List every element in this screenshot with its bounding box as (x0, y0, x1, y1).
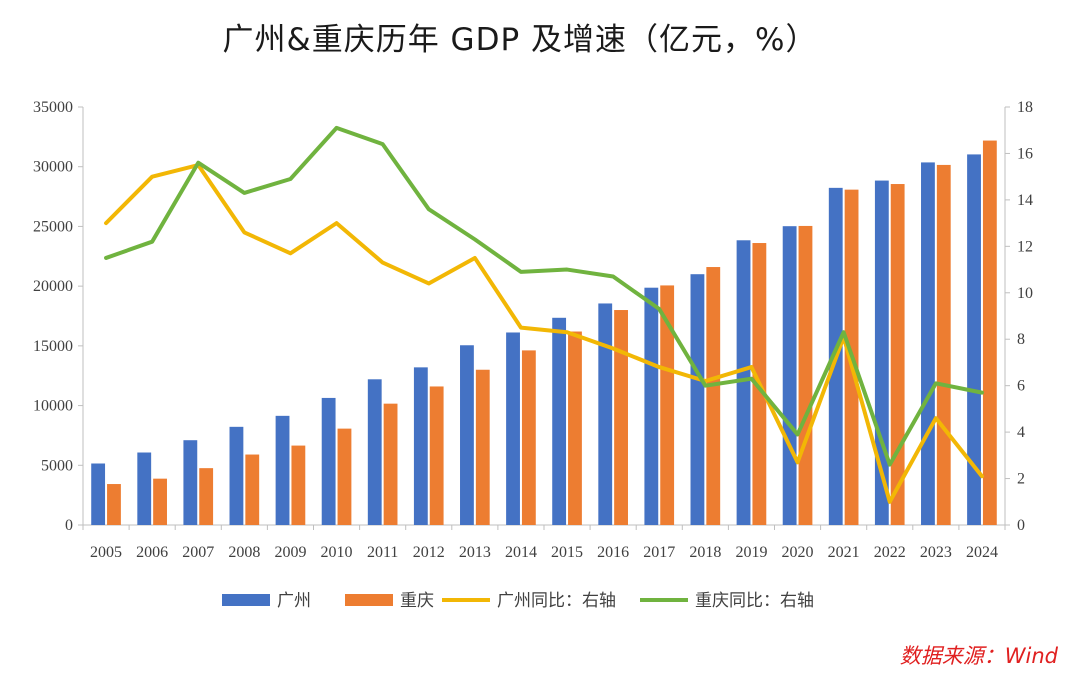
chart-title: 广州&重庆历年 GDP 及增速（亿元，%） (222, 22, 818, 58)
line-chongqing-yoy (104, 125, 984, 467)
left-tick-label: 0 (65, 517, 73, 534)
bar-chongqing (936, 164, 951, 525)
bar-guangzhou (690, 274, 705, 525)
legend-guangzhou-label: 广州 (277, 591, 311, 611)
bar-guangzhou (321, 397, 336, 525)
bar-chongqing (706, 267, 721, 525)
legend-chongqing-label: 重庆 (400, 591, 434, 611)
x-tick-label: 2021 (828, 544, 860, 561)
left-tick-label: 30000 (33, 159, 73, 176)
bar-chongqing (199, 468, 214, 525)
x-tick-label: 2014 (505, 544, 537, 561)
lines (104, 125, 984, 504)
x-tick-label: 2022 (874, 544, 906, 561)
right-tick-label: 8 (1017, 331, 1025, 348)
right-tick-label: 14 (1017, 192, 1033, 209)
left-tick-label: 10000 (33, 398, 73, 415)
right-tick-label: 12 (1017, 238, 1033, 255)
right-tick-label: 16 (1017, 145, 1033, 162)
source-note: 数据来源：Wind (899, 644, 1058, 668)
bar-chongqing (568, 331, 582, 525)
right-tick-label: 2 (1017, 471, 1025, 488)
x-tick-label: 2012 (413, 544, 445, 561)
bar-guangzhou (413, 367, 428, 525)
x-tick-label: 2019 (735, 544, 767, 561)
right-tick-label: 10 (1017, 285, 1033, 302)
bar-chongqing (660, 285, 675, 525)
bar-guangzhou (967, 154, 981, 525)
bar-chongqing (982, 140, 997, 525)
bar-chongqing (383, 403, 398, 525)
legend-chongqing-swatch (345, 594, 393, 606)
x-tick-label: 2023 (920, 544, 952, 561)
bar-chongqing (521, 350, 536, 525)
x-tick-label: 2011 (367, 544, 398, 561)
bars (91, 140, 997, 526)
left-tick-label: 25000 (33, 218, 73, 235)
x-tick-label: 2006 (136, 544, 168, 561)
bar-guangzhou (91, 463, 106, 525)
bar-chongqing (245, 454, 260, 525)
bar-chongqing (337, 428, 352, 525)
legend-guangzhou-yoy-label: 广州同比：右轴 (497, 591, 616, 611)
line-guangzhou-yoy (104, 163, 984, 504)
right-tick-label: 18 (1017, 99, 1033, 116)
left-tick-label: 15000 (33, 338, 73, 355)
x-tick-label: 2024 (966, 544, 998, 561)
bar-chongqing (614, 310, 628, 525)
x-tick-label: 2015 (551, 544, 583, 561)
bar-guangzhou (137, 452, 152, 525)
right-tick-label: 4 (1017, 424, 1025, 441)
left-tick-label: 35000 (33, 99, 73, 116)
bar-chongqing (475, 369, 490, 525)
bar-chongqing (798, 225, 813, 525)
right-tick-label: 6 (1017, 378, 1025, 395)
x-tick-label: 2018 (689, 544, 721, 561)
bar-guangzhou (644, 287, 659, 525)
x-tick-label: 2020 (782, 544, 814, 561)
bar-chongqing (890, 184, 905, 525)
bar-guangzhou (183, 440, 198, 525)
right-tick-label: 0 (1017, 517, 1025, 534)
legend-chongqing-yoy-label: 重庆同比：右轴 (695, 591, 814, 611)
x-tick-label: 2009 (274, 544, 306, 561)
bar-guangzhou (552, 317, 567, 525)
x-tick-label: 2016 (597, 544, 629, 561)
x-tick-label: 2017 (643, 544, 675, 561)
left-tick-label: 5000 (41, 457, 73, 474)
bar-chongqing (291, 445, 306, 525)
bar-guangzhou (229, 426, 244, 525)
legend: 广州 重庆 广州同比：右轴 重庆同比：右轴 (222, 591, 814, 611)
x-tick-label: 2008 (228, 544, 260, 561)
bar-guangzhou (598, 303, 613, 525)
x-tick-label: 2013 (459, 544, 491, 561)
bar-guangzhou (874, 180, 889, 525)
bar-chongqing (429, 386, 444, 525)
bar-chongqing (153, 478, 167, 525)
x-tick-label: 2005 (90, 544, 122, 561)
bar-guangzhou (782, 226, 797, 526)
x-tick-label: 2010 (321, 544, 353, 561)
bar-guangzhou (460, 345, 474, 525)
left-tick-label: 20000 (33, 278, 73, 295)
bar-chongqing (107, 484, 121, 525)
legend-guangzhou-swatch (222, 594, 270, 606)
bar-guangzhou (921, 162, 935, 525)
x-tick-label: 2007 (182, 544, 214, 561)
bar-guangzhou (506, 332, 520, 525)
bar-guangzhou (275, 415, 290, 525)
bar-guangzhou (367, 379, 382, 525)
bar-guangzhou (736, 240, 751, 525)
